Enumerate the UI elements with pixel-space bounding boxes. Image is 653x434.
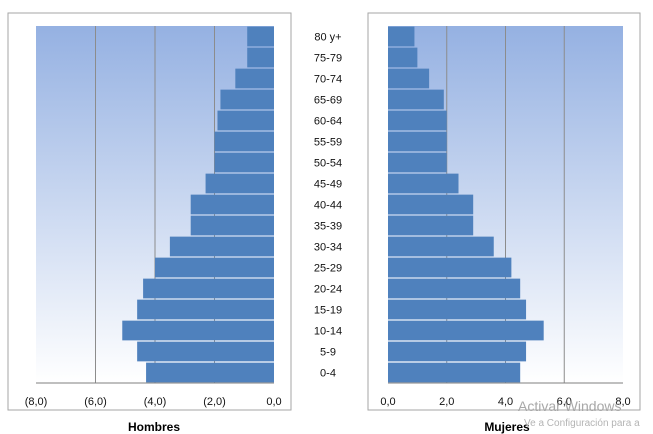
age-group-labels: 0-4 5-9 10-14 15-19 20-24 25-29 30-34 35-39 40-4… (314, 32, 342, 380)
mujeres-bar-0-4 (388, 362, 521, 383)
hombres-bar-80 y+ (247, 26, 274, 47)
hombres-bar-5-9 (137, 341, 274, 362)
mujeres-tick-label: 6,0 (557, 396, 572, 408)
age-label-15-19: 15-19 (314, 305, 342, 317)
mujeres-bar-25-29 (388, 257, 512, 278)
hombres-tick-label: (4,0) (144, 396, 167, 408)
mujeres-bar-75-79 (388, 47, 418, 68)
mujeres-bar-20-24 (388, 278, 521, 299)
mujeres-bar-30-34 (388, 236, 494, 257)
mujeres-bar-5-9 (388, 341, 527, 362)
age-label-65-69: 65-69 (314, 95, 342, 107)
mujeres-axis-title: Mujeres (484, 420, 530, 434)
hombres-tick-label: 0,0 (266, 396, 281, 408)
mujeres-bars (388, 26, 544, 383)
age-label-10-14: 10-14 (314, 326, 342, 338)
mujeres-tick-label: 4,0 (498, 396, 513, 408)
age-label-35-39: 35-39 (314, 221, 342, 233)
mujeres-bar-80 y+ (388, 26, 415, 47)
age-label-45-49: 45-49 (314, 179, 342, 191)
hombres-bar-60-64 (217, 110, 274, 131)
hombres-bar-55-59 (214, 131, 274, 152)
mujeres-tick-label: 2,0 (439, 396, 454, 408)
age-label-0-4: 0-4 (320, 368, 336, 380)
mujeres-bar-45-49 (388, 173, 459, 194)
mujeres-bar-15-19 (388, 299, 527, 320)
age-label-50-54: 50-54 (314, 158, 342, 170)
age-label-75-79: 75-79 (314, 53, 342, 65)
hombres-tick-label: (8,0) (25, 396, 48, 408)
mujeres-bar-60-64 (388, 110, 447, 131)
age-label-60-64: 60-64 (314, 116, 342, 128)
mujeres-bar-65-69 (388, 89, 444, 110)
mujeres-tick-labels: 0,0 2,0 4,0 6,0 8,0 (380, 396, 630, 408)
hombres-bar-45-49 (205, 173, 274, 194)
age-label-40-44: 40-44 (314, 200, 342, 212)
hombres-bar-35-39 (190, 215, 274, 236)
hombres-axis-title: Hombres (128, 420, 180, 434)
hombres-bar-0-4 (146, 362, 274, 383)
age-label-30-34: 30-34 (314, 242, 342, 254)
age-label-20-24: 20-24 (314, 284, 342, 296)
mujeres-bar-70-74 (388, 68, 430, 89)
mujeres-bar-40-44 (388, 194, 474, 215)
age-label-25-29: 25-29 (314, 263, 342, 275)
hombres-bar-30-34 (169, 236, 274, 257)
age-label-80 y+: 80 y+ (314, 32, 341, 44)
hombres-bar-75-79 (247, 47, 274, 68)
mujeres-bar-55-59 (388, 131, 447, 152)
hombres-bar-20-24 (143, 278, 274, 299)
hombres-tick-label: (2,0) (203, 396, 226, 408)
watermark-line2: Ve a Configuración para a (524, 418, 640, 429)
hombres-bar-40-44 (190, 194, 274, 215)
hombres-bar-50-54 (214, 152, 274, 173)
hombres-bars (122, 26, 275, 383)
mujeres-bar-10-14 (388, 320, 544, 341)
hombres-bar-65-69 (220, 89, 274, 110)
mujeres-tick-label: 0,0 (380, 396, 395, 408)
hombres-bar-15-19 (137, 299, 274, 320)
mujeres-tick-label: 8,0 (615, 396, 630, 408)
mujeres-bar-35-39 (388, 215, 474, 236)
hombres-tick-label: (6,0) (84, 396, 107, 408)
mujeres-bar-50-54 (388, 152, 447, 173)
age-label-70-74: 70-74 (314, 74, 342, 86)
hombres-tick-labels: (8,0) (6,0) (4,0) (2,0) 0,0 (25, 396, 282, 408)
hombres-bar-25-29 (155, 257, 274, 278)
age-label-5-9: 5-9 (320, 347, 336, 359)
hombres-bar-10-14 (122, 320, 275, 341)
age-label-55-59: 55-59 (314, 137, 342, 149)
watermark-line1: Activar Windows (518, 398, 621, 414)
hombres-bar-70-74 (235, 68, 274, 89)
